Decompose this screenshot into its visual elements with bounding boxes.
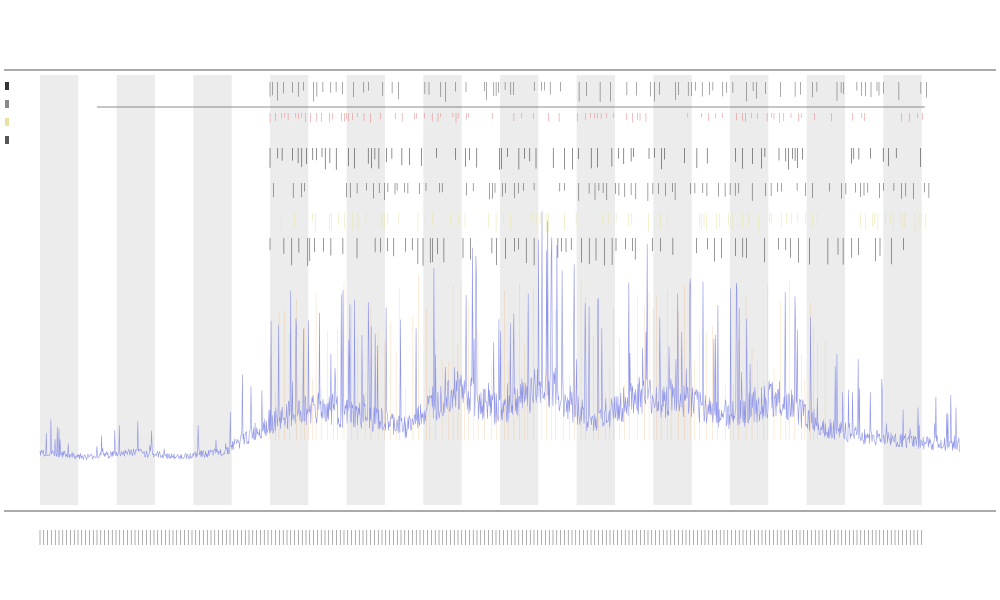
band — [653, 75, 692, 505]
legend-swatch — [5, 118, 9, 126]
event-tick-rows — [269, 82, 930, 266]
band — [806, 75, 845, 505]
intensity-line — [39, 211, 960, 461]
band — [576, 75, 615, 505]
legend-swatch — [5, 136, 9, 144]
band — [423, 75, 462, 505]
band — [270, 75, 309, 505]
legend-swatch — [5, 82, 9, 90]
legend — [5, 82, 9, 144]
band — [730, 75, 769, 505]
legend-swatch — [5, 100, 9, 108]
x-tick-labels — [39, 530, 922, 545]
band — [193, 75, 232, 505]
band — [346, 75, 385, 505]
background-bands — [40, 75, 922, 505]
band — [116, 75, 155, 505]
